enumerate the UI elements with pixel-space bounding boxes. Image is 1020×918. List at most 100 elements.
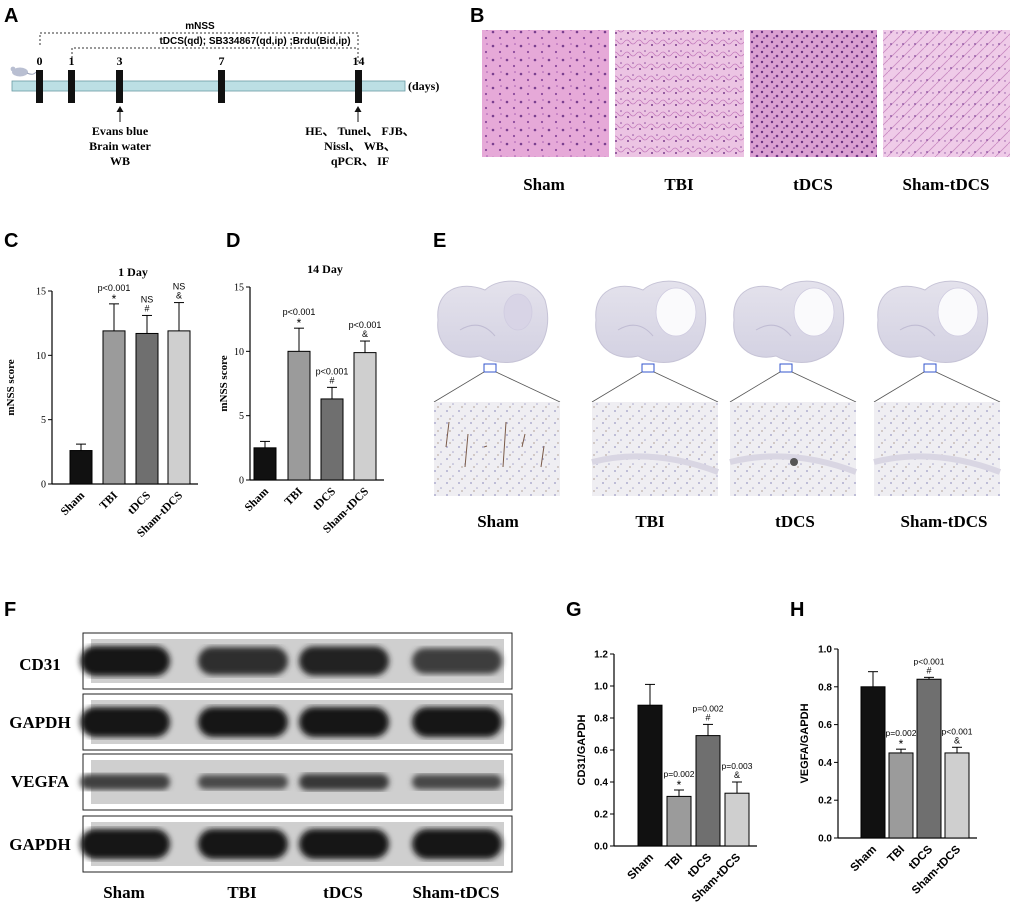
svg-text:3: 3 (117, 54, 123, 68)
bar-sham-tdcs (353, 352, 377, 481)
y-tick-label: 0.0 (594, 842, 608, 853)
y-axis-label: VEGFA/GAPDH (799, 703, 811, 783)
blot-row-0 (80, 632, 513, 690)
y-tick-label: 0.6 (594, 746, 608, 757)
ihc-label-tdcs: tDCS (775, 512, 815, 531)
y-tick-label: 0.4 (594, 778, 608, 789)
y-tick-label: 0.8 (818, 682, 832, 693)
mouse-icon (10, 66, 37, 77)
timeline-bar (11, 80, 406, 92)
he-label-sham-tdcs: Sham-tDCS (903, 175, 990, 194)
bracket-outer (39, 32, 359, 45)
blot-band (412, 829, 502, 859)
day14-label-1: Nissl、 WB、 (324, 139, 396, 153)
bar-annotation: * (297, 316, 302, 330)
x-tick-label: tDCS (311, 486, 338, 513)
tissue-edge (873, 453, 1002, 475)
blot-band (80, 774, 170, 790)
he-image-sham-tdcs (883, 30, 1010, 157)
blot-col-label-tbi: TBI (227, 883, 257, 902)
panel-letter-e: E (433, 230, 446, 252)
y-tick-label: 5 (41, 415, 46, 426)
roi-box (483, 363, 497, 373)
panel-g-chart: G 0.0 0.2 0.4 0.6 0.8 1.0 1.2 CD31/GAPDH Sham p=0… (566, 599, 757, 905)
bracket-outer-label: mNSS (185, 21, 215, 32)
blot-band (198, 647, 288, 675)
roi-box (779, 363, 793, 373)
bar-annotation: p<0.001 (349, 320, 382, 330)
lesion-area (793, 287, 835, 337)
hippocampus-outline (617, 324, 654, 337)
zoom-line (873, 371, 925, 403)
vessel-mark (540, 445, 545, 468)
y-tick-label: 0.0 (818, 834, 832, 845)
day-marker-1: 1 (68, 54, 75, 103)
y-tick-label: 0.2 (818, 796, 832, 807)
zoom-line (495, 371, 561, 403)
y-tick-label: 1.0 (594, 682, 608, 693)
panel-f: F CD31 GAPDH VEGFA GAPDH Sham TBI tDCS S… (4, 599, 513, 902)
bar-tdcs (135, 332, 159, 485)
day-marker-3: 3 (116, 54, 123, 103)
panel-b: B Sham TBI tDCS Sham-tDCS (470, 5, 1010, 194)
vessel-mark (502, 421, 507, 468)
bar-annotation: p<0.001 (316, 366, 349, 376)
hippocampus-outline (899, 324, 936, 337)
he-label-tbi: TBI (664, 175, 694, 194)
bracket-inner-label: tDCS(qd); SB334867(qd,ip) ;Brdu(Bid,ip) (159, 36, 350, 47)
bar-annotation: & (734, 770, 740, 780)
bracket-inner (71, 47, 359, 62)
chart-title: 14 Day (307, 262, 343, 276)
bar-sham (637, 704, 663, 847)
bar-tbi (666, 795, 692, 847)
blot-band (412, 707, 502, 737)
blot-band (299, 773, 389, 791)
panel-letter-d: D (226, 230, 240, 252)
x-tick-label: Sham (625, 852, 656, 883)
y-tick-label: 0 (239, 476, 244, 487)
blot-band (198, 829, 288, 859)
x-tick-label: TBI (886, 844, 908, 866)
zoom-line (791, 371, 857, 403)
lesion-area (655, 287, 697, 337)
y-tick-label: 0.8 (594, 714, 608, 725)
bar-annotation: * (899, 737, 904, 751)
bar-annotation: * (677, 778, 682, 792)
stain-mark (790, 458, 798, 466)
vessel-mark (464, 433, 469, 468)
panel-letter-h: H (790, 599, 804, 621)
bar-annotation: NS (141, 294, 154, 304)
svg-text:14: 14 (353, 54, 365, 68)
panel-letter-a: A (4, 5, 18, 27)
panel-a: A mNSS tDCS(qd); SB334867(qd,ip) ;Brdu(B… (4, 5, 439, 168)
zoom-line (591, 371, 643, 403)
ihc-label-sham-tdcs: Sham-tDCS (901, 512, 988, 531)
he-label-tdcs: tDCS (793, 175, 833, 194)
day3-label-2: WB (110, 154, 130, 168)
vessel-mark (483, 445, 488, 448)
blot-col-label-tdcs: tDCS (323, 883, 363, 902)
day3-label-0: Evans blue (92, 124, 149, 138)
y-tick-label: 10 (234, 347, 244, 358)
tissue-edge (729, 453, 858, 475)
x-tick-label: Sham (59, 489, 88, 518)
bar-annotation: p=0.002 (693, 703, 724, 713)
x-tick-label: TBI (664, 852, 686, 874)
blot-row-1 (80, 693, 513, 751)
bar-sham (253, 447, 277, 481)
ihc-label-sham: Sham (477, 512, 519, 531)
y-tick-label: 15 (234, 283, 244, 294)
ihc-section-tdcs (729, 280, 858, 496)
ihc-inset-image (592, 402, 718, 496)
bar-sham-tdcs (944, 752, 970, 839)
bar-annotation: p=0.002 (886, 728, 917, 738)
ihc-inset-image (730, 402, 856, 496)
bar-tdcs (916, 678, 942, 839)
x-tick-label: tDCS (126, 490, 153, 517)
blot-row-label-vegfa: VEGFA (11, 772, 70, 791)
day14-label-2: qPCR、 IF (331, 154, 389, 168)
bar-annotation: & (954, 735, 960, 745)
hippocampus-outline (459, 324, 496, 337)
blot-row-2 (80, 753, 513, 811)
he-image-sham (482, 30, 609, 157)
